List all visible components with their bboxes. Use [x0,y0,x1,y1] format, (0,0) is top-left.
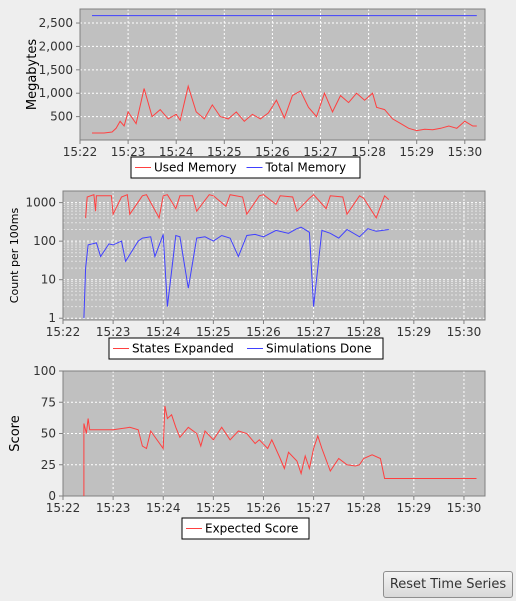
y-tick-label: 100 [33,234,56,248]
x-tick-label: 15:28 [346,501,381,515]
plot-area [63,371,485,496]
y-tick-label: 1000 [25,196,56,210]
x-tick-label: 15:27 [296,325,331,339]
x-tick-label: 15:27 [303,145,338,159]
x-tick-label: 15:22 [46,501,81,515]
legend [108,337,384,360]
plot-area [63,191,485,320]
legend-label: Used Memory [154,161,237,175]
x-tick-label: 15:28 [351,145,386,159]
y-tick-label: 75 [41,395,56,409]
memory-chart: 15:22 15:23 15:24 15:25 15:26 15:27 15:28 15:29… [25,8,486,179]
x-tick-label: 15:23 [96,501,131,515]
plot-area [80,9,485,140]
y-axis-label: Megabytes [25,39,40,110]
y-axis-label: Score [8,415,23,451]
y-tick-label: 2,500 [39,16,73,30]
x-tick-label: 15:28 [346,325,381,339]
legend [130,156,361,179]
legend-label: Simulations Done [266,342,372,356]
y-tick-label: 100 [33,366,56,378]
y-tick-label: 25 [41,458,56,472]
score-chart: 15:22 15:23 15:24 15:25 15:26 15:27 15:28 15:29… [8,366,486,540]
x-tick-label: 15:22 [46,325,81,339]
x-tick-label: 15:30 [447,501,482,515]
x-tick-label: 15:22 [63,145,98,159]
x-tick-label: 15:29 [399,145,434,159]
legend-label: Total Memory [265,161,347,175]
series-line-simulations-done [83,226,389,319]
y-tick-label: 1,500 [39,63,73,77]
y-tick-label: 0 [48,489,56,503]
x-tick-label: 15:26 [246,501,281,515]
x-tick-label: 15:25 [207,145,242,159]
legend-label: States Expanded [132,342,234,356]
y-axis-label: Count per 100ms [8,208,21,304]
series-line-expected-score [83,405,477,496]
x-tick-label: 15:30 [447,325,482,339]
x-tick-label: 15:23 [111,145,146,159]
x-tick-label: 15:23 [96,325,131,339]
legend-label: Expected Score [205,522,298,536]
x-tick-label: 15:24 [146,325,181,339]
reset-time-series-button[interactable]: Reset Time Series [383,571,513,598]
y-tick-label: 1,000 [39,86,73,100]
x-tick-label: 15:25 [196,501,231,515]
x-tick-label: 15:29 [397,325,432,339]
y-tick-label: 50 [41,427,56,441]
plot-border [62,190,486,321]
x-tick-label: 15:25 [196,325,231,339]
x-tick-label: 15:24 [146,501,181,515]
legend [181,517,310,540]
x-tick-label: 15:29 [397,501,432,515]
x-tick-label: 15:26 [246,325,281,339]
y-tick-label: 1 [48,311,56,325]
x-tick-label: 15:26 [255,145,290,159]
throughput-chart: 15:22 15:23 15:24 15:25 15:26 15:27 15:28 15:29… [8,190,486,360]
x-tick-label: 15:27 [296,501,331,515]
series-line-states-expanded [85,193,390,220]
y-tick-label: 10 [41,273,56,287]
series-line-used-memory [92,84,477,134]
y-tick-label: 500 [50,110,73,124]
y-tick-label: 2,000 [39,39,73,53]
plot-border [79,8,486,141]
x-tick-label: 15:24 [159,145,194,159]
plot-border [62,370,486,497]
x-tick-label: 15:30 [448,145,483,159]
